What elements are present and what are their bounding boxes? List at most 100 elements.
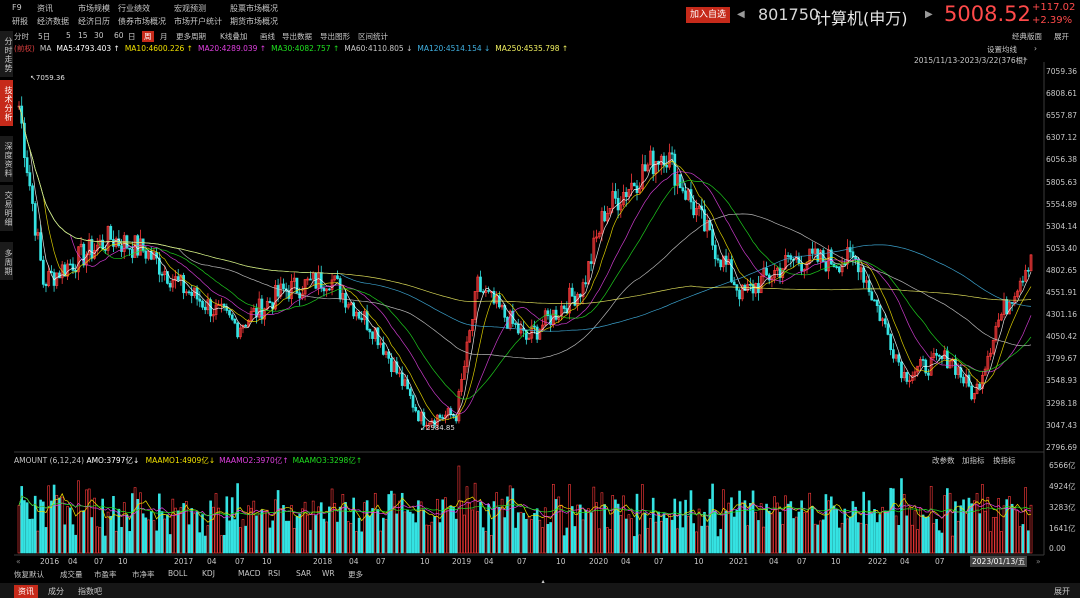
nav-item-11[interactable]: 期货市场概况 [230, 17, 278, 26]
toolbar-item-9[interactable]: 更多周期 [176, 32, 206, 41]
settings-arrow-icon[interactable]: › [1034, 44, 1037, 53]
nav-item-3[interactable]: 行业绩效 [118, 4, 150, 13]
scroll-left-icon[interactable]: « [16, 557, 21, 566]
volume-bar [1005, 499, 1009, 554]
indicator-tab-3[interactable]: 市净率 [132, 570, 155, 579]
toolbar-item-3[interactable]: 15 [78, 31, 88, 40]
volume-action-2[interactable]: 换指标 [993, 456, 1016, 465]
indicator-tab-2[interactable]: 市盈率 [94, 570, 117, 579]
toolbar-item-1[interactable]: 5日 [38, 32, 51, 41]
indicator-tab-0[interactable]: 恢复默认 [14, 570, 44, 579]
nav-item-0[interactable]: F9 [12, 3, 22, 12]
nav-item-1[interactable]: 资讯 [37, 4, 53, 13]
candle [562, 305, 566, 309]
volume-bar [851, 501, 855, 554]
nav-item-7[interactable]: 经济数据 [37, 17, 69, 26]
indicator-tab-5[interactable]: KDJ [202, 569, 215, 578]
indicator-tab-7[interactable]: RSI [268, 569, 281, 578]
candle [546, 310, 550, 317]
sidebar-tab-3[interactable]: 交易明细 [0, 185, 13, 231]
toolbar-item-12[interactable]: 导出数据 [282, 32, 312, 41]
toolbar-item-4[interactable]: 30 [94, 31, 104, 40]
sidebar-tab-4[interactable]: 多周期 [0, 242, 13, 280]
volume-bar [249, 507, 253, 554]
volume-bar [346, 521, 350, 554]
nav-item-4[interactable]: 宏观预测 [174, 4, 206, 13]
sidebar-tab-1[interactable]: 技术分析 [0, 80, 13, 126]
volume-bar [678, 501, 682, 554]
indicator-tab-10[interactable]: 更多 [348, 570, 363, 579]
toolbar-item-7[interactable]: 周 [142, 31, 154, 42]
candle [589, 261, 593, 264]
volume-bar [627, 514, 631, 554]
volume-bar [390, 490, 393, 554]
add-to-watchlist-button[interactable]: 加入自选 [686, 7, 730, 23]
next-stock-arrow-icon[interactable]: ▶ [925, 9, 933, 20]
candle [597, 232, 601, 238]
indicator-tab-6[interactable]: MACD [238, 569, 261, 578]
volume-bar [365, 500, 369, 554]
footer-expand-button[interactable]: 展开 [1054, 587, 1070, 596]
indicator-tab-9[interactable]: WR [322, 569, 335, 578]
toolbar-classic-layout[interactable]: 经典版面 [1012, 32, 1042, 41]
indicator-tab-4[interactable]: BOLL [168, 569, 188, 578]
time-tick-3: 10 [118, 557, 128, 566]
volume-bar [271, 520, 274, 554]
scroll-right-icon[interactable]: » [1036, 557, 1041, 566]
sidebar-tab-0[interactable]: 分时走势 [0, 31, 13, 77]
volume-bar [433, 516, 436, 554]
nav-item-9[interactable]: 债券市场概况 [118, 17, 166, 26]
volume-bar [973, 500, 976, 554]
nav-item-8[interactable]: 经济日历 [78, 17, 110, 26]
volume-action-1[interactable]: 加指标 [962, 456, 985, 465]
volume-bar [654, 521, 658, 554]
volume-bar [595, 502, 598, 554]
toolbar-item-2[interactable]: 5 [66, 31, 71, 40]
candle [603, 211, 606, 222]
nav-item-10[interactable]: 市场开户统计 [174, 17, 222, 26]
pin-icon[interactable]: ✦ [1022, 55, 1029, 64]
volume-bar [287, 520, 291, 554]
footer-tab-0[interactable]: 资讯 [14, 585, 38, 598]
candle [910, 375, 914, 382]
candle [614, 191, 617, 199]
toolbar-item-6[interactable]: 日 [128, 32, 136, 41]
ma-settings-button[interactable]: 设置均线 [987, 45, 1017, 54]
volume-bar [160, 511, 164, 554]
prev-stock-arrow-icon[interactable]: ◀ [737, 9, 745, 20]
volume-bar [222, 534, 226, 554]
time-tick-14: 07 [517, 557, 527, 566]
toolbar-item-11[interactable]: 画线 [260, 32, 275, 41]
toolbar-item-5[interactable]: 60 [114, 31, 124, 40]
volume-bar [792, 518, 795, 554]
nav-item-5[interactable]: 股票市场概况 [230, 4, 278, 13]
footer-tab-2[interactable]: 指数吧 [78, 587, 102, 596]
indicator-tab-8[interactable]: SAR [296, 569, 312, 578]
toolbar-item-8[interactable]: 月 [160, 32, 168, 41]
volume-bar [344, 502, 347, 554]
candle [835, 266, 839, 269]
volume-bar [274, 499, 277, 554]
indicator-tab-1[interactable]: 成交量 [60, 570, 83, 579]
volume-bar [341, 493, 345, 554]
sidebar-tab-2[interactable]: 深度资料 [0, 136, 13, 182]
nav-item-6[interactable]: 研报 [12, 17, 28, 26]
footer-tab-1[interactable]: 成分 [48, 587, 64, 596]
nav-item-2[interactable]: 市场规模 [78, 4, 110, 13]
volume-bar [233, 519, 237, 554]
volume-bar [101, 498, 104, 554]
volume-action-0[interactable]: 改参数 [932, 456, 955, 465]
toolbar-item-13[interactable]: 导出图形 [320, 32, 350, 41]
volume-bar [376, 509, 380, 554]
toolbar-item-0[interactable]: 分时 [14, 32, 29, 41]
toolbar-expand[interactable]: 展开 [1054, 32, 1069, 41]
volume-tick-4: 0.00 [1049, 544, 1066, 553]
toolbar-item-10[interactable]: K线叠加 [220, 32, 248, 41]
volume-bar [897, 524, 901, 554]
candle [627, 188, 631, 198]
volume-bar [417, 500, 420, 554]
candle [249, 311, 253, 321]
toolbar-item-14[interactable]: 区间统计 [358, 32, 388, 41]
expand-up-icon[interactable]: ▲ [540, 578, 546, 587]
